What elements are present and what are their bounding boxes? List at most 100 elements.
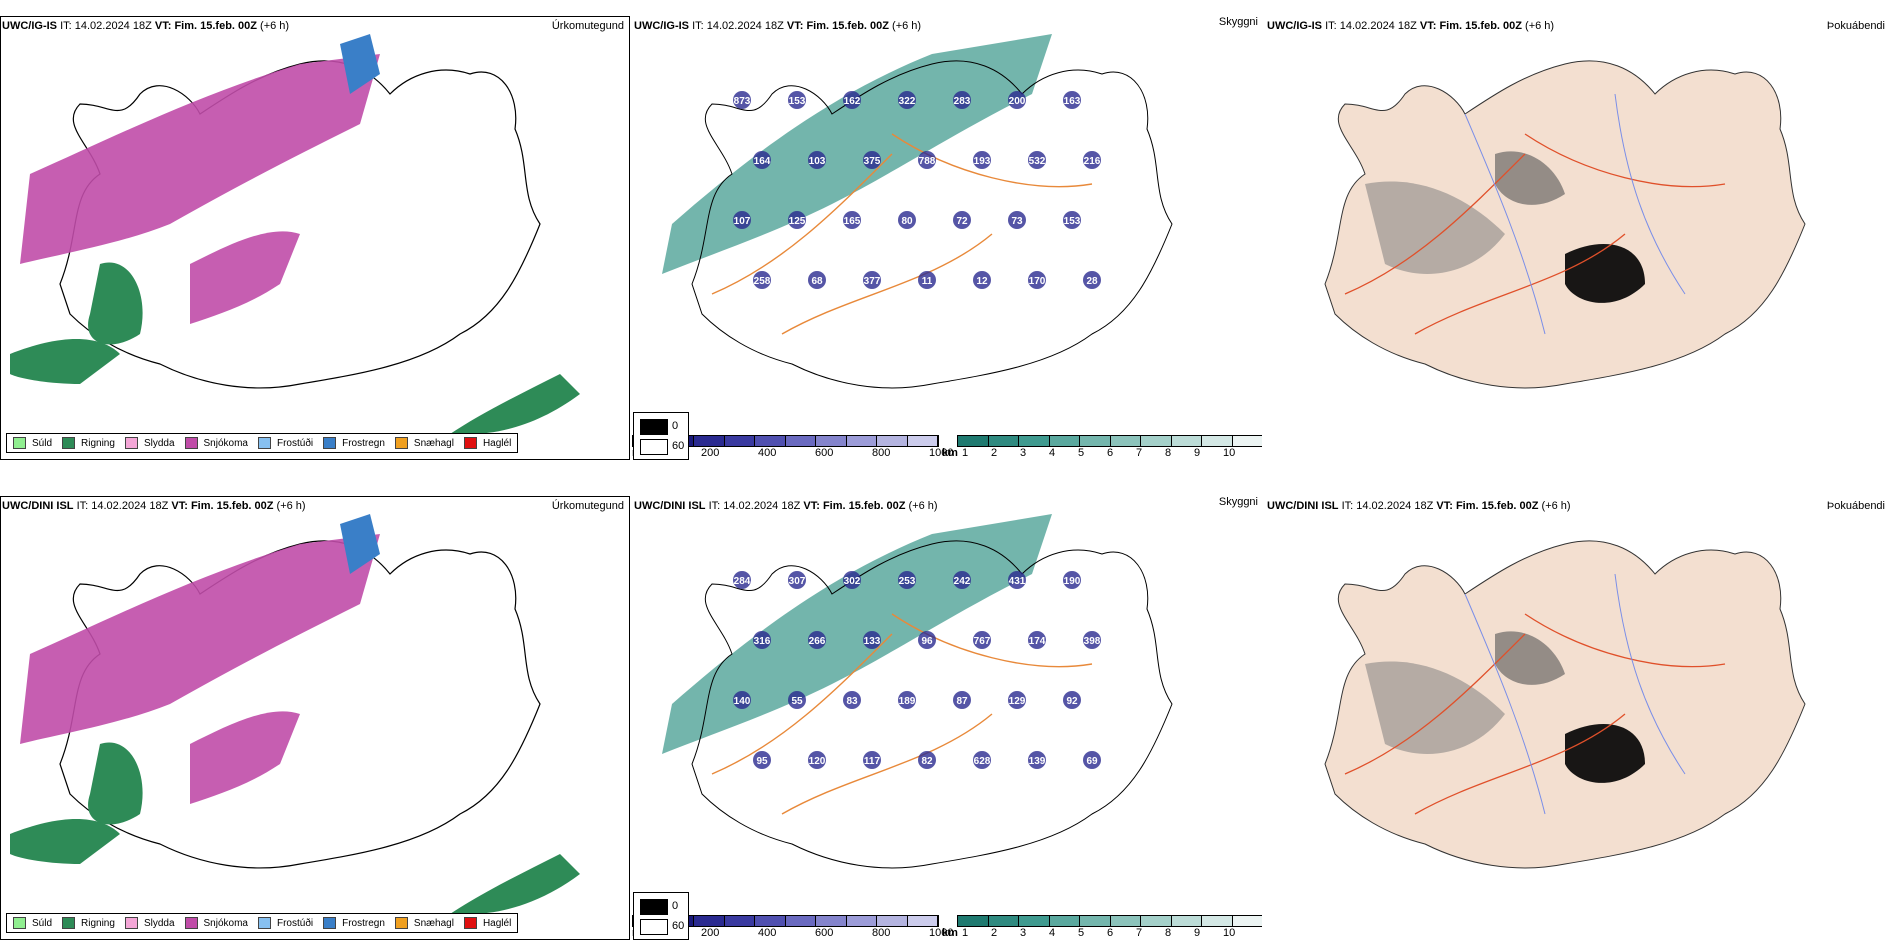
ceiling-marker [733,91,751,109]
ceiling-marker [863,751,881,769]
ceiling-label: 133 [864,636,881,647]
tick-label: 800 [872,927,891,939]
colorbar-segment [1141,916,1172,926]
tick-label: 5 [1078,447,1085,459]
ceiling-marker [808,631,826,649]
ceiling-marker [808,151,826,169]
ceiling-label: 95 [756,756,768,767]
legend-swatch [257,437,271,449]
ceiling-marker [1028,151,1046,169]
ceiling-label: 165 [844,216,861,227]
ceiling-marker [898,691,916,709]
coastline [691,540,1173,869]
tick-label: 9 [1194,447,1201,459]
ceiling-labels: 873 153 162 322 283 200 163 164 103 375 788 193 532 2… [733,91,1101,289]
colorbar-segment [1049,916,1080,926]
ceiling-marker [843,91,861,109]
legend-label: Frostúði [276,917,314,929]
legend-item: Súld [13,437,52,449]
ceiling-marker [898,211,916,229]
colorbar-segment [694,916,725,926]
ceiling-marker [1008,91,1026,109]
legend-swatch [257,917,271,929]
ceiling-label: 316 [754,636,771,647]
snow-area [190,711,300,804]
tick-label: 600 [815,447,834,459]
ceiling-marker [733,211,751,229]
tick-label: 10 [1223,447,1236,459]
coastline [59,540,541,869]
field-label: Þokuábendi [1826,500,1885,512]
fog-legend-black [640,899,668,915]
legend-item: Frostúði [257,437,313,449]
ceiling-label: 174 [1029,636,1046,647]
colorbar-segment [1110,436,1141,446]
colorbar-segment [1110,916,1141,926]
visibility-map: 284 307 302 253 242 431 190 316 266 133 96 767 174 39… [662,514,1173,869]
ceiling-label: 253 [899,576,916,587]
legend-item: Snjókoma [184,437,248,449]
ceiling-marker [788,571,806,589]
rain-area [10,339,120,384]
ceiling-marker [918,271,936,289]
legend-swatch [463,437,477,449]
precip-legend: Súld Rigning Slydda Snjókoma Frostúði Frostre… [6,433,519,453]
ceiling-labels: 284 307 302 253 242 431 190 316 266 133 96 767 174 39… [733,571,1101,769]
ceiling-label: 73 [1011,216,1023,227]
fog-legend-white [640,919,668,935]
colorbar-segment [988,436,1019,446]
ceiling-marker [973,271,991,289]
panel-title: UWC/IG-IS IT: 14.02.2024 18Z VT: Fim. 15… [2,20,290,32]
ceiling-marker [863,271,881,289]
legend-label: Snæhagl [413,917,454,929]
tick-label: 2 [991,927,998,939]
legend-item: Haglél [463,437,512,449]
field-label: Skyggni [1218,496,1258,508]
ceiling-label: 107 [734,216,751,227]
legend-label: Haglél [482,917,512,929]
visibility-panel: UWC/DINI ISL IT: 14.02.2024 18Z VT: Fim.… [632,480,1262,940]
ceiling-label: 322 [899,96,916,107]
ceiling-label: 72 [956,216,968,227]
ceiling-marker [788,691,806,709]
colorbar-segment [1141,436,1172,446]
ceiling-label: 11 [922,276,933,287]
ceiling-label: 153 [1064,216,1081,227]
tick-label: 7 [1136,447,1143,459]
fog-legend: 0 60 [633,412,689,460]
fog-map [1324,60,1806,389]
ceiling-label: 628 [974,756,991,767]
tick-label: 2 [991,447,998,459]
ceiling-marker [953,91,971,109]
legend-swatch [13,437,26,449]
legend-label: Haglél [482,437,512,449]
tick-label: 1000 [929,927,954,939]
panel-frame [0,16,630,460]
ceiling-label: 153 [789,96,806,107]
tick-label: 1000 [929,447,954,459]
ceiling-label: 190 [1064,576,1081,587]
ceiling-label: 12 [976,276,988,287]
precip-type-panel: UWC/DINI ISL IT: 14.02.2024 18Z VT: Fim.… [0,480,630,940]
colorbar-segment [1019,916,1050,926]
fog-panel: UWC/DINI ISL IT: 14.02.2024 18Z VT: Fim.… [1265,480,1895,940]
tick-label: 400 [758,927,777,939]
road-network [1344,133,1726,335]
ceiling-marker [918,151,936,169]
colorbar-segment [816,436,847,446]
legend-swatch [62,917,76,929]
ceiling-label: 162 [844,96,861,107]
ceiling-marker [953,211,971,229]
road-network [711,133,1093,335]
tick-label: 4 [1049,927,1056,939]
legend-swatch [394,437,408,449]
colorbar-segment [877,436,908,446]
colorbar-segment [1232,916,1262,926]
ceiling-label: 117 [864,756,881,767]
ceiling-marker [733,571,751,589]
colorbar-segment [907,436,938,446]
panel-title: UWC/DINI ISL IT: 14.02.2024 18Z VT: Fim.… [1267,500,1571,512]
ceiling-marker [1063,211,1081,229]
field-label: Skyggni [1218,16,1258,28]
ceiling-label: 873 [734,96,751,107]
